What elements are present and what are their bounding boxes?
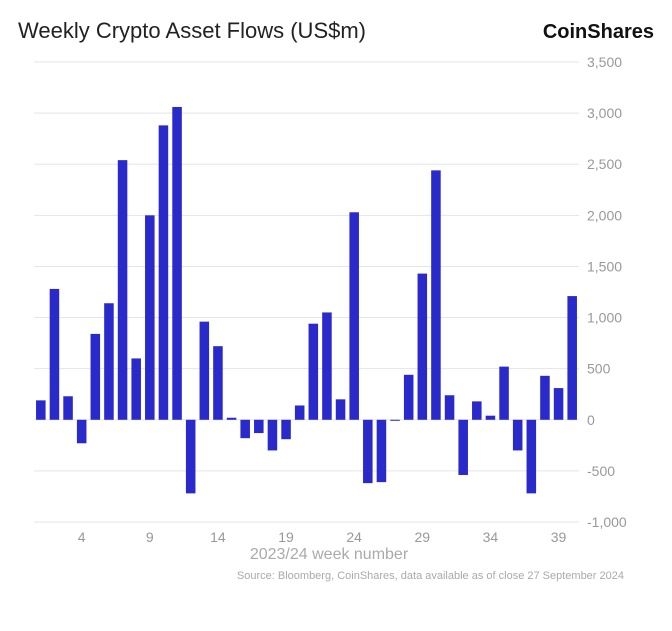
bar — [322, 312, 332, 419]
bar — [349, 212, 359, 420]
bar — [36, 400, 46, 419]
bar — [527, 420, 537, 494]
bar — [499, 367, 509, 420]
bar — [418, 274, 428, 420]
bar — [254, 420, 264, 433]
svg-text:1,500: 1,500 — [587, 258, 622, 274]
svg-text:4: 4 — [78, 529, 86, 545]
y-axis: -1,000 -500 0 500 1,000 1,500 2,000 2,500 3,000 3… — [587, 54, 627, 530]
bar — [472, 401, 482, 419]
svg-text:500: 500 — [587, 361, 611, 377]
brand-logo: CoinShares — [543, 21, 654, 44]
svg-text:14: 14 — [210, 529, 226, 545]
bar — [213, 346, 223, 420]
bar — [404, 375, 414, 420]
bar — [104, 303, 114, 420]
bar — [513, 420, 523, 451]
bar — [486, 416, 496, 420]
svg-text:34: 34 — [483, 529, 499, 545]
bar — [240, 420, 250, 438]
bar — [63, 396, 73, 420]
bar — [554, 388, 564, 420]
bar — [77, 420, 87, 444]
bar — [91, 334, 101, 420]
bar — [131, 358, 141, 419]
svg-text:2,000: 2,000 — [587, 207, 622, 223]
bar — [145, 215, 155, 419]
bar — [50, 289, 60, 420]
x-axis: 4 9 14 19 24 29 34 39 — [78, 529, 567, 545]
bar — [336, 399, 346, 419]
svg-text:39: 39 — [551, 529, 567, 545]
svg-text:1,000: 1,000 — [587, 310, 622, 326]
chart-plot-area: -1,000 -500 0 500 1,000 1,500 2,000 2,500 3,000 3… — [24, 52, 634, 552]
svg-text:-500: -500 — [587, 463, 615, 479]
bar — [281, 420, 291, 439]
bar — [200, 322, 210, 420]
svg-text:3,500: 3,500 — [587, 54, 622, 70]
svg-text:9: 9 — [146, 529, 154, 545]
svg-text:29: 29 — [415, 529, 431, 545]
bar — [431, 170, 441, 419]
bar — [309, 324, 319, 420]
source-text: Source: Bloomberg, CoinShares, data avai… — [18, 570, 654, 582]
chart-title: Weekly Crypto Asset Flows (US$m) — [18, 18, 366, 44]
svg-text:-1,000: -1,000 — [587, 514, 627, 530]
svg-text:2,500: 2,500 — [587, 156, 622, 172]
bar — [567, 296, 577, 420]
bar — [186, 420, 196, 494]
bars-group — [36, 107, 577, 493]
header: Weekly Crypto Asset Flows (US$m) CoinSha… — [18, 18, 654, 44]
bar — [377, 420, 387, 482]
bar — [118, 160, 128, 420]
bar — [227, 418, 237, 420]
bar — [363, 420, 373, 483]
bar-chart-svg: -1,000 -500 0 500 1,000 1,500 2,000 2,500 3,000 3… — [24, 52, 634, 552]
bar — [159, 125, 169, 419]
gridlines — [34, 62, 579, 522]
svg-text:0: 0 — [587, 412, 595, 428]
svg-text:24: 24 — [346, 529, 362, 545]
bar — [445, 395, 455, 420]
bar — [540, 376, 550, 420]
svg-text:19: 19 — [278, 529, 294, 545]
chart-container: Weekly Crypto Asset Flows (US$m) CoinSha… — [0, 0, 672, 631]
svg-text:3,000: 3,000 — [587, 105, 622, 121]
bar — [390, 420, 400, 421]
bar — [295, 405, 305, 419]
bar — [268, 420, 278, 451]
bar — [172, 107, 182, 420]
bar — [458, 420, 468, 475]
